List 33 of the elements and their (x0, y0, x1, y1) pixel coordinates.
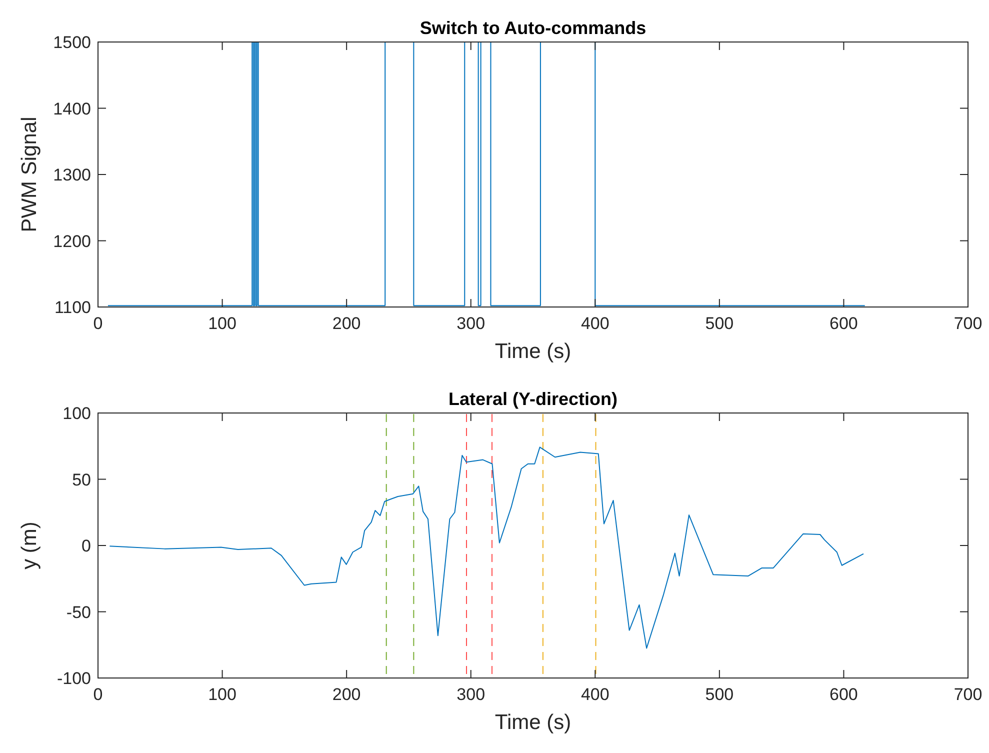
x-tick-label: 700 (954, 685, 982, 704)
x-tick-label: 100 (208, 685, 236, 704)
x-tick-label: 500 (705, 314, 734, 333)
y-tick-label: 1300 (53, 166, 91, 184)
x-tick-label: 400 (580, 685, 610, 704)
x-tick-label: 0 (93, 685, 103, 704)
x-tick-label: 100 (208, 314, 236, 333)
y-tick-label: 100 (62, 404, 91, 423)
x-axis-title: Time (s) (494, 340, 572, 363)
x-tick-label: 200 (332, 685, 361, 704)
line-series (109, 446, 864, 649)
x-tick-label: 300 (456, 685, 486, 704)
x-tick-label: 400 (580, 314, 610, 333)
chart-title: Switch to Auto-commands (420, 18, 646, 38)
y-tick-label: 1100 (54, 298, 91, 317)
y-tick-label: 1500 (53, 33, 91, 52)
y-tick-label: -50 (66, 602, 91, 622)
x-tick-label: 600 (830, 685, 858, 704)
y-tick-label: 1400 (53, 99, 91, 118)
x-tick-label: 700 (954, 314, 982, 333)
y-tick-label: 50 (72, 470, 91, 490)
x-tick-label: 300 (456, 314, 486, 333)
x-tick-label: 600 (830, 314, 858, 333)
y-axis-title: PWM Signal (18, 116, 41, 232)
x-tick-label: 0 (93, 314, 103, 333)
y-tick-label: -100 (56, 669, 91, 688)
y-tick-label: 1200 (53, 232, 91, 251)
y-axis-title: y (m) (18, 522, 41, 570)
y-tick-label: 0 (82, 536, 91, 556)
chart-title: Lateral (Y-direction) (448, 389, 618, 409)
x-tick-label: 200 (332, 314, 361, 333)
x-tick-label: 500 (705, 685, 734, 704)
x-axis-title: Time (s) (494, 711, 572, 734)
